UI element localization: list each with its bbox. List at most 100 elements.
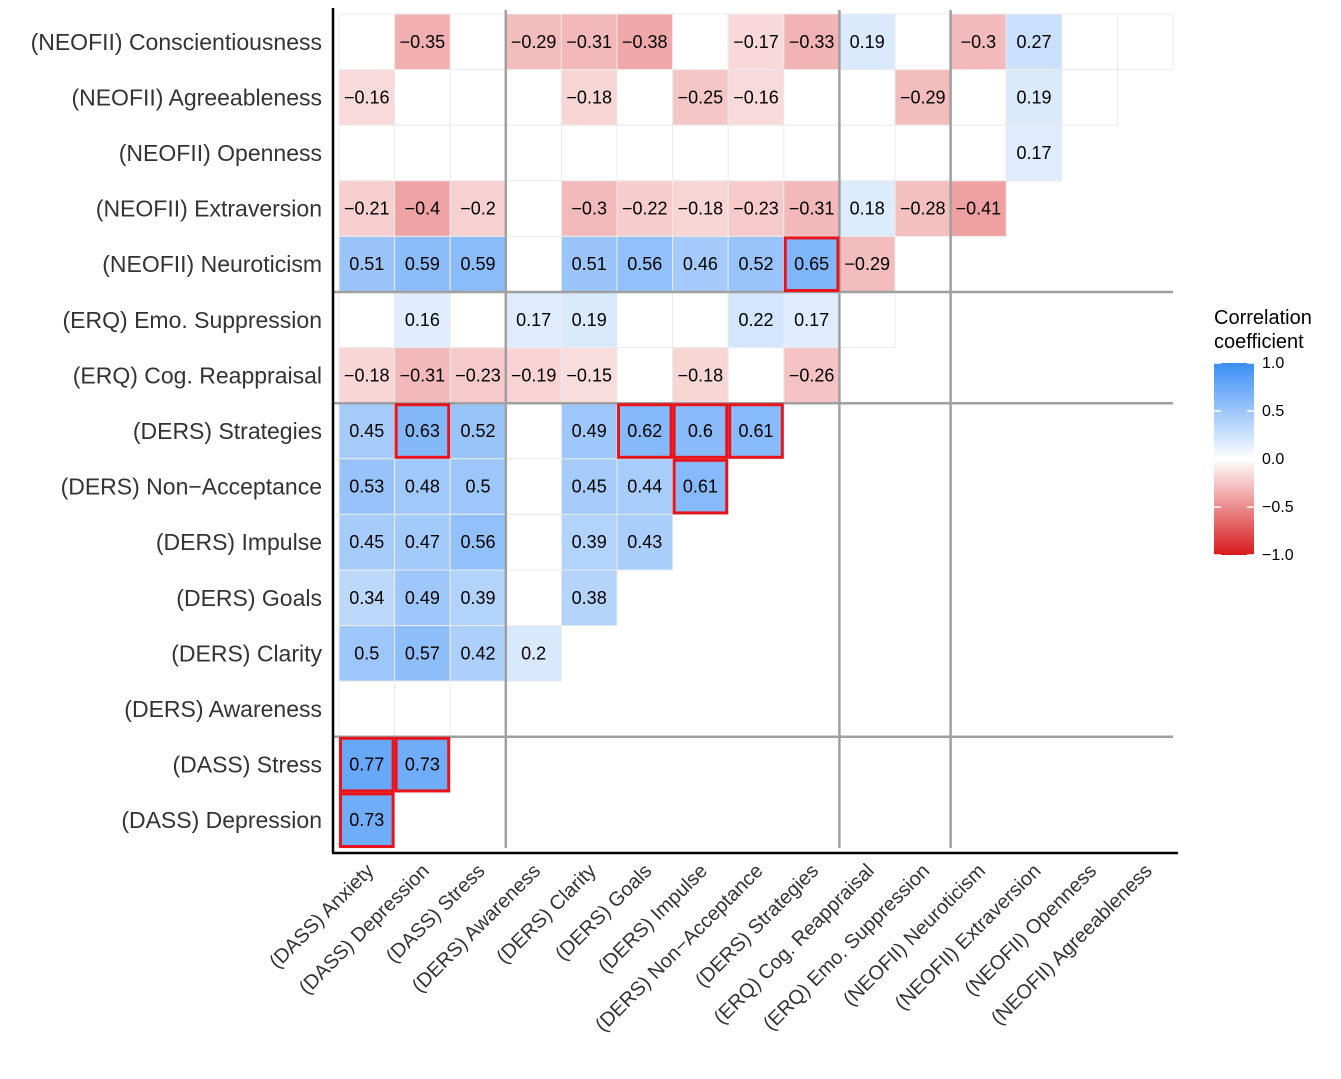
heatmap-cell [616,180,674,237]
cell-value-label: −0.22 [622,199,668,219]
heatmap-cell [505,69,562,126]
cell-layer: −0.35 −0.29 −0.31 −0.38 −0.17 −0.33 0.19 −0.3 0.… [338,13,1174,849]
cell-value-label: −0.18 [678,365,724,385]
cell-value-label: 0.49 [572,421,607,441]
cell-value-label: 0.19 [850,32,885,52]
cell-value-label: −0.29 [511,32,557,52]
cell-value-label: 0.48 [405,477,440,497]
heatmap-cell [672,13,729,71]
y-tick-label: (ERQ) Cog. Reappraisal [73,362,322,388]
cell-value-label: 0.46 [683,254,718,274]
heatmap-cell [783,69,840,126]
highlighted-cell-border [339,736,395,793]
heatmap-cell [338,347,396,404]
heatmap-cell [338,458,396,515]
heatmap-cell [394,569,451,627]
heatmap-cell [894,13,952,71]
heatmap-cell [560,13,618,71]
cell-value-label: −0.18 [678,199,724,219]
heatmap-cell [783,13,840,71]
cell-value-label: 0.34 [349,588,384,608]
y-tick-label: (DERS) Non−Acceptance [61,474,322,500]
heatmap-cell [727,180,785,237]
heatmap-cell [560,347,618,404]
heatmap-cell [338,180,396,237]
heatmap-cell [838,180,896,237]
heatmap-cell [449,124,507,182]
heatmap-cell [338,291,396,349]
cell-value-label: −0.15 [566,365,612,385]
highlighted-cell-border [394,736,451,793]
heatmap-cell [616,69,674,126]
heatmap-cell [449,680,507,738]
cell-value-label: −0.21 [344,199,390,219]
heatmap-cell [616,347,674,404]
cell-value-label: 0.5 [354,643,379,663]
cell-value-label: −0.31 [566,32,612,52]
heatmap-cell [727,402,785,460]
cell-value-label: 0.65 [794,254,829,274]
cell-value-label: −0.3 [961,32,997,52]
highlighted-cell-border [617,403,673,459]
heatmap-cell [394,13,451,71]
heatmap-cell [838,235,896,293]
legend-tick-label: −0.5 [1262,499,1294,516]
heatmap-cell [394,347,451,404]
cell-value-label: 0.57 [405,643,440,663]
heatmap-cell [394,402,451,460]
cell-value-label: 0.73 [405,755,440,775]
heatmap-cell [672,458,729,515]
cell-value-label: 0.17 [516,310,551,330]
heatmap-cell [616,513,674,571]
heatmap-cell [505,513,562,571]
heatmap-cell [505,124,562,182]
heatmap-cell [505,347,562,404]
y-tick-label: (NEOFII) Extraversion [96,196,322,222]
heatmap-cell [616,124,674,182]
heatmap-cell [449,513,507,571]
cell-value-label: 0.17 [794,310,829,330]
cell-value-label: −0.18 [566,87,612,107]
cell-value-label: 0.56 [627,254,662,274]
legend: Correlation coefficient 1.0 0.5 0.0 −0.5 −1.… [1214,307,1312,564]
cell-value-label: 0.5 [465,477,490,497]
heatmap-cell [1061,13,1118,71]
heatmap-cell [672,347,729,404]
legend-title-line2: coefficient [1214,331,1304,353]
x-tick-label: (DERS) Clarity [492,860,600,968]
heatmap-cell [338,680,396,738]
heatmap-cell [394,124,451,182]
cell-value-label: 0.61 [683,477,718,497]
heatmap-cell [560,458,618,515]
cell-value-label: 0.56 [460,532,495,552]
heatmap-cell [838,291,896,349]
heatmap-cell [838,69,896,126]
cell-value-label: 0.51 [572,254,607,274]
highlighted-cell-border [783,236,840,292]
heatmap-cell [394,680,451,738]
x-tick-label: (DERS) Goals [551,860,656,965]
heatmap-cell [727,347,785,404]
heatmap-cell [505,235,562,293]
cell-value-label: −0.3 [571,199,607,219]
cell-value-label: 0.2 [521,643,546,663]
heatmap-cell [560,569,618,627]
cell-value-label: 0.45 [572,477,607,497]
y-tick-label: (DERS) Impulse [156,529,322,555]
cell-value-label: 0.27 [1016,32,1051,52]
cell-value-label: −0.41 [956,199,1002,219]
highlighted-cell-border [672,458,729,515]
cell-value-label: 0.45 [349,532,384,552]
cell-value-label: −0.16 [733,87,779,107]
heatmap-cell [394,235,451,293]
cell-value-label: 0.19 [572,310,607,330]
heatmap-cell [338,124,396,182]
cell-value-label: −0.31 [400,365,446,385]
heatmap-cell [1061,69,1118,126]
heatmap-cell [894,235,952,293]
heatmap-cell [505,402,562,460]
y-tick-label: (DERS) Strategies [133,418,322,444]
cell-value-label: 0.47 [405,532,440,552]
